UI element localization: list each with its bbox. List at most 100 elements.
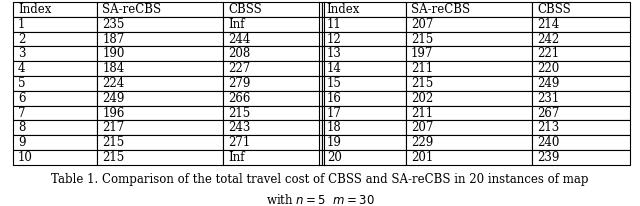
Text: 2: 2: [18, 33, 26, 46]
Bar: [321, 2, 406, 17]
Bar: [97, 121, 223, 135]
Text: 196: 196: [102, 107, 125, 119]
Text: 224: 224: [102, 77, 124, 90]
Text: 214: 214: [537, 18, 559, 31]
Text: 17: 17: [326, 107, 342, 119]
Bar: [97, 17, 223, 32]
Text: 231: 231: [537, 92, 559, 105]
Text: 13: 13: [326, 47, 342, 60]
Text: 207: 207: [411, 18, 433, 31]
Text: 243: 243: [228, 121, 251, 134]
Bar: [321, 150, 406, 165]
Bar: [223, 17, 321, 32]
Bar: [13, 61, 97, 76]
Text: 202: 202: [411, 92, 433, 105]
Text: 15: 15: [326, 77, 342, 90]
Text: CBSS: CBSS: [228, 3, 262, 16]
Bar: [223, 121, 321, 135]
Bar: [406, 150, 532, 165]
Text: 19: 19: [326, 136, 342, 149]
Bar: [223, 32, 321, 46]
Text: 184: 184: [102, 62, 124, 75]
Text: 14: 14: [326, 62, 342, 75]
Bar: [406, 17, 532, 32]
Bar: [532, 2, 630, 17]
Bar: [532, 121, 630, 135]
Text: 211: 211: [411, 107, 433, 119]
Text: 244: 244: [228, 33, 251, 46]
Text: 5: 5: [18, 77, 26, 90]
Bar: [406, 76, 532, 91]
Text: 221: 221: [537, 47, 559, 60]
Bar: [97, 106, 223, 121]
Bar: [321, 61, 406, 76]
Text: 240: 240: [537, 136, 559, 149]
Bar: [532, 32, 630, 46]
Bar: [532, 106, 630, 121]
Text: CBSS: CBSS: [537, 3, 571, 16]
Bar: [13, 46, 97, 61]
Text: 9: 9: [18, 136, 26, 149]
Bar: [321, 32, 406, 46]
Text: 266: 266: [228, 92, 251, 105]
Text: 6: 6: [18, 92, 26, 105]
Bar: [223, 106, 321, 121]
Text: 190: 190: [102, 47, 125, 60]
Bar: [321, 106, 406, 121]
Text: 1: 1: [18, 18, 26, 31]
Text: 249: 249: [537, 77, 559, 90]
Text: 235: 235: [102, 18, 125, 31]
Text: 249: 249: [102, 92, 125, 105]
Text: 8: 8: [18, 121, 26, 134]
Text: 213: 213: [537, 121, 559, 134]
Bar: [13, 17, 97, 32]
Bar: [13, 2, 97, 17]
Bar: [321, 17, 406, 32]
Bar: [97, 46, 223, 61]
Text: 211: 211: [411, 62, 433, 75]
Bar: [97, 76, 223, 91]
Text: 239: 239: [537, 151, 559, 164]
Text: 12: 12: [326, 33, 342, 46]
Bar: [223, 76, 321, 91]
Bar: [13, 106, 97, 121]
Bar: [223, 135, 321, 150]
Bar: [321, 46, 406, 61]
Bar: [406, 61, 532, 76]
Text: 16: 16: [326, 92, 342, 105]
Text: 227: 227: [228, 62, 251, 75]
Bar: [13, 76, 97, 91]
Bar: [532, 17, 630, 32]
Text: SA-reCBS: SA-reCBS: [411, 3, 470, 16]
Text: Inf: Inf: [228, 151, 245, 164]
Bar: [223, 61, 321, 76]
Text: Index: Index: [326, 3, 360, 16]
Bar: [532, 46, 630, 61]
Text: 197: 197: [411, 47, 433, 60]
Bar: [97, 135, 223, 150]
Text: with $n = 5$  $m = 30$: with $n = 5$ $m = 30$: [266, 193, 374, 206]
Text: 18: 18: [326, 121, 342, 134]
Text: 7: 7: [18, 107, 26, 119]
Bar: [223, 91, 321, 106]
Text: 229: 229: [411, 136, 433, 149]
Bar: [406, 32, 532, 46]
Text: 220: 220: [537, 62, 559, 75]
Bar: [532, 91, 630, 106]
Text: 3: 3: [18, 47, 26, 60]
Bar: [13, 121, 97, 135]
Bar: [223, 46, 321, 61]
Text: Inf: Inf: [228, 18, 245, 31]
Bar: [321, 91, 406, 106]
Bar: [321, 76, 406, 91]
Bar: [13, 32, 97, 46]
Bar: [13, 91, 97, 106]
Bar: [97, 32, 223, 46]
Text: 4: 4: [18, 62, 26, 75]
Text: 215: 215: [102, 136, 124, 149]
Text: 242: 242: [537, 33, 559, 46]
Text: 187: 187: [102, 33, 124, 46]
Bar: [321, 121, 406, 135]
Text: 215: 215: [228, 107, 251, 119]
Bar: [532, 135, 630, 150]
